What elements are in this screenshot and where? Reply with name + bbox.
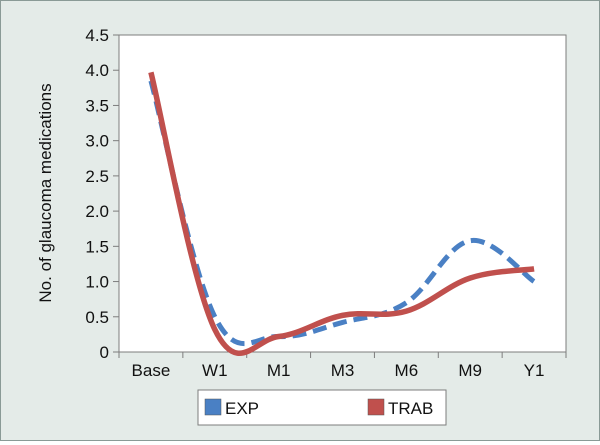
y-tick-label: 2.5 (85, 167, 109, 186)
y-tick-label: 4.5 (85, 26, 109, 45)
series-line-trab (148, 71, 535, 356)
legend-swatch-exp (204, 398, 222, 416)
y-tick-label: 3.5 (85, 96, 109, 115)
x-axis: Base W1 M1 M3 M6 M9 Y1 (118, 352, 567, 380)
x-tick-label: M3 (331, 361, 355, 380)
y-tick-label: 4.0 (85, 61, 109, 80)
legend-label-trab: TRAB (388, 399, 433, 418)
x-tick-label: M1 (267, 361, 291, 380)
legend: EXP TRAB (197, 389, 447, 426)
legend-swatch-trab (367, 398, 385, 416)
y-tick-label: 0.5 (85, 308, 109, 327)
legend-label-exp: EXP (225, 399, 259, 418)
y-axis-title: No. of glaucoma medications (36, 83, 55, 302)
x-tick-label: M6 (395, 361, 419, 380)
y-tick-label: 0 (100, 343, 109, 362)
x-tick-label: Y1 (524, 361, 545, 380)
x-tick-label: W1 (202, 361, 228, 380)
y-tick-label: 2.0 (85, 202, 109, 221)
series-lines (148, 71, 536, 356)
x-tick-label: M9 (458, 361, 482, 380)
legend-box (197, 389, 447, 426)
plot-area (118, 34, 567, 353)
y-tick-label: 1.0 (85, 273, 109, 292)
x-tick-label: Base (132, 361, 171, 380)
series-line-exp (148, 80, 536, 347)
y-tick-label: 3.0 (85, 132, 109, 151)
y-tick-label: 1.5 (85, 237, 109, 256)
y-axis: 0 0.5 1.0 1.5 2.0 2.5 3.0 3.5 4.0 4.5 (85, 26, 119, 362)
